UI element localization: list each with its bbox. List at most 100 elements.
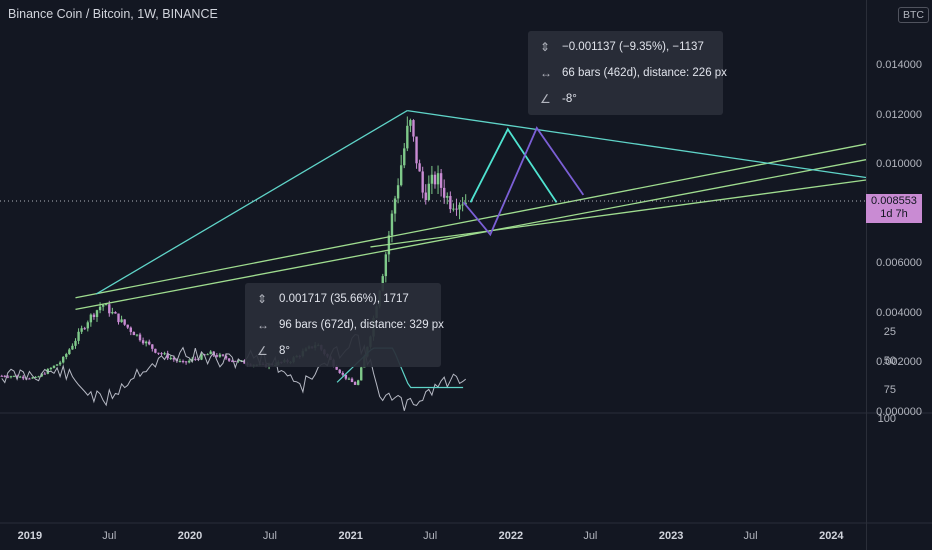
candle-body: [123, 319, 126, 325]
measure-angle: -8°: [562, 93, 577, 105]
price-axis[interactable]: BTC: [866, 0, 932, 550]
candle-body: [350, 378, 354, 383]
candle-body: [34, 376, 37, 378]
candle-body: [141, 340, 145, 344]
time-tick-label: 2020: [177, 530, 203, 542]
candle-body: [148, 341, 151, 345]
candle-body: [224, 355, 228, 359]
candle-body: [424, 192, 427, 200]
candle-body: [181, 361, 185, 363]
candle-body: [166, 353, 169, 359]
price-tick-label: 0.004000: [876, 306, 922, 319]
candle-body: [120, 319, 123, 323]
candle-body: [449, 195, 452, 210]
candle-body: [344, 374, 348, 379]
candle-body: [187, 360, 191, 363]
candle-body: [209, 351, 212, 355]
candle-body: [65, 354, 68, 357]
measure-price-change: 0.001717 (35.66%), 1717: [279, 293, 409, 305]
candle-body: [31, 377, 34, 379]
candle-body: [347, 378, 351, 380]
time-tick-label: Jul: [423, 530, 438, 542]
candle-body: [49, 367, 53, 370]
channel-middle-line: [75, 159, 867, 311]
time-tick-label: Jul: [743, 530, 758, 542]
candle-body: [68, 349, 71, 355]
candle-body: [144, 341, 148, 344]
candle-body: [77, 331, 80, 341]
chart-title: Binance Coin / Bitcoin, 1W, BINANCE: [8, 7, 218, 21]
candle-body: [436, 173, 440, 185]
candle-body: [206, 354, 209, 356]
candle-body: [89, 314, 93, 323]
time-tick-label: 2022: [498, 530, 524, 542]
candle-body: [111, 312, 114, 314]
candle-body: [384, 254, 388, 277]
candle-body: [55, 364, 59, 366]
trendline-fall: [407, 109, 867, 179]
candle-body: [108, 304, 111, 314]
candle-body: [452, 208, 455, 210]
currency-badge[interactable]: BTC: [898, 7, 929, 23]
candle-body: [240, 360, 243, 362]
candle-body: [22, 376, 25, 379]
candle-body: [101, 305, 105, 307]
time-tick-label: 2024: [819, 530, 844, 542]
candle-body: [178, 361, 182, 363]
candle-body: [390, 213, 394, 236]
candle-body: [58, 362, 62, 365]
candle-body: [427, 183, 431, 200]
date-range-icon: ↔: [540, 66, 552, 80]
time-tick-label: Jul: [102, 530, 117, 542]
candle-body: [412, 120, 415, 137]
candle-body: [403, 148, 406, 166]
candle-body: [40, 373, 43, 377]
candle-body: [433, 174, 437, 185]
measure-info-top: ⇕ −0.001137 (−9.35%), −1137 ↔ 66 bars (462…: [528, 31, 727, 115]
price-tick-label: 0.006000: [876, 257, 922, 270]
rsi-tick-label: 100: [877, 413, 896, 425]
candle-body: [393, 198, 397, 214]
candle-body: [9, 376, 13, 378]
candle-body: [154, 348, 157, 353]
candle-body: [151, 344, 154, 349]
candle-body: [356, 380, 360, 385]
candle-body: [169, 357, 172, 359]
angle-icon: ∠: [540, 92, 551, 106]
price-tick-label: 0.002000: [876, 356, 922, 369]
candle-body: [418, 163, 421, 172]
candle-body: [86, 322, 89, 329]
price-tick-label: 0.010000: [876, 158, 922, 171]
candle-body: [338, 369, 341, 373]
rsi-tick-label: 75: [883, 384, 896, 396]
candle-body: [18, 376, 22, 378]
candle-body: [461, 204, 464, 206]
angle-icon: ∠: [257, 344, 268, 358]
rsi-tick-label: 50: [883, 355, 896, 367]
candle-body: [28, 378, 31, 380]
price-tick-label: 0.012000: [876, 108, 922, 121]
candle-body: [114, 312, 117, 314]
measure-price-change: −0.001137 (−9.35%), −1137: [562, 41, 704, 53]
candle-body: [409, 120, 412, 126]
candle-body: [138, 334, 142, 341]
measure-angle: 8°: [279, 345, 290, 357]
candle-body: [6, 376, 10, 378]
candle-body: [234, 360, 237, 362]
candle-body: [37, 376, 40, 378]
time-tick-label: 2021: [338, 530, 363, 542]
trendline-rise: [95, 110, 408, 295]
candle-body: [184, 361, 188, 363]
candle-body: [80, 328, 83, 332]
candle-body: [442, 187, 446, 198]
price-tick-label: 0.014000: [876, 59, 922, 71]
candle-body: [62, 356, 65, 363]
candle-body: [430, 174, 434, 184]
candle-body: [15, 375, 19, 378]
candle-body: [227, 358, 231, 361]
date-range-icon: ↔: [257, 318, 269, 332]
candle-body: [105, 304, 108, 306]
measure-bars: 96 bars (672d), distance: 329 px: [279, 319, 444, 331]
